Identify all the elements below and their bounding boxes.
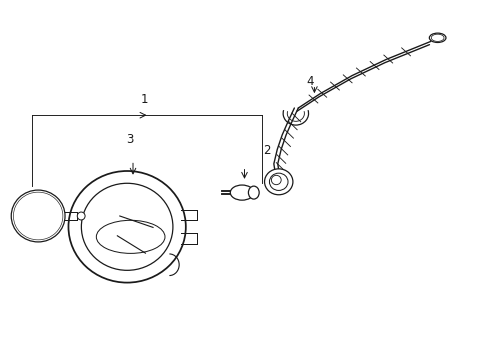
Ellipse shape xyxy=(248,186,259,199)
Text: 4: 4 xyxy=(306,75,314,88)
Ellipse shape xyxy=(68,171,185,283)
Ellipse shape xyxy=(230,185,253,200)
Ellipse shape xyxy=(96,220,164,253)
Ellipse shape xyxy=(428,33,445,42)
Text: 3: 3 xyxy=(125,133,133,146)
Ellipse shape xyxy=(271,175,281,185)
Ellipse shape xyxy=(269,173,287,190)
Ellipse shape xyxy=(81,183,173,270)
Ellipse shape xyxy=(11,190,65,242)
Ellipse shape xyxy=(77,212,85,220)
Text: 2: 2 xyxy=(262,144,270,157)
Text: 1: 1 xyxy=(140,93,148,106)
Ellipse shape xyxy=(264,169,292,195)
